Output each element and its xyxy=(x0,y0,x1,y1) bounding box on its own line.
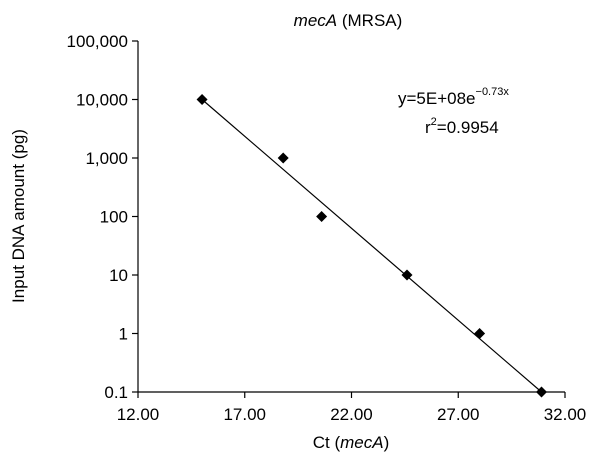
y-tick-label: 1,000 xyxy=(85,149,128,168)
x-tick-label: 12.00 xyxy=(117,405,160,424)
y-tick-label: 10 xyxy=(109,266,128,285)
equation-base: y=5E+08e xyxy=(398,89,476,108)
x-tick-label: 17.00 xyxy=(223,405,266,424)
y-tick-label: 100 xyxy=(100,208,128,227)
data-points xyxy=(196,94,548,398)
y-tick-label: 100,000 xyxy=(67,32,128,51)
data-point xyxy=(277,152,289,164)
data-point xyxy=(316,211,328,222)
chart-title: mecA (MRSA) xyxy=(294,11,403,30)
data-point xyxy=(196,94,208,105)
y-tick-label: 0.1 xyxy=(104,383,128,402)
x-tick-label: 22.00 xyxy=(330,405,373,424)
data-point xyxy=(536,386,548,398)
r-squared-label: r2=0.9954 xyxy=(425,116,499,137)
chart-title-rest: (MRSA) xyxy=(337,11,402,30)
x-axis-title-gene: mecA xyxy=(340,433,383,452)
x-ticks: 12.00 17.00 22.00 27.00 32.00 xyxy=(117,392,587,424)
r-squared-letter: r xyxy=(425,118,431,137)
x-axis-title: Ct (mecA) xyxy=(313,433,390,452)
y-axis-title: Input DNA amount (pg) xyxy=(9,129,28,303)
data-point xyxy=(474,328,486,339)
data-point xyxy=(401,269,413,281)
chart-title-gene: mecA xyxy=(294,11,337,30)
x-tick-label: 27.00 xyxy=(437,405,480,424)
r-squared-exponent: 2 xyxy=(431,116,437,128)
x-tick-label: 32.00 xyxy=(544,405,587,424)
x-axis-title-prefix: Ct ( xyxy=(313,433,341,452)
r-squared-value: =0.9954 xyxy=(437,118,499,137)
equation-label: y=5E+08e−0.73x xyxy=(398,86,509,108)
y-ticks: 0.1 1 10 100 1,000 10,000 100,000 xyxy=(67,32,138,402)
y-tick-label: 10,000 xyxy=(76,91,128,110)
x-axis-title-suffix: ) xyxy=(384,433,390,452)
y-tick-label: 1 xyxy=(119,325,128,344)
equation-exponent: −0.73x xyxy=(476,86,510,98)
trendline xyxy=(201,99,542,393)
